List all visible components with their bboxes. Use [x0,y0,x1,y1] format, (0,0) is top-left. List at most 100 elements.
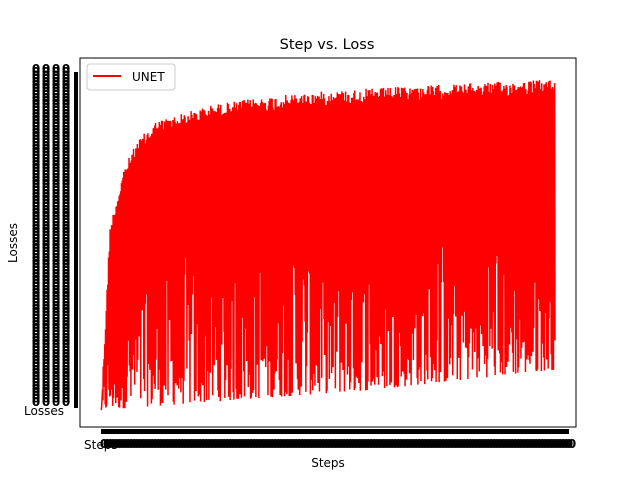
y-tick-label: 0 [32,139,40,153]
y-tick-label: 0 [52,302,60,316]
y-tick-label: 0 [52,379,60,393]
y-tick-label: 0 [42,190,50,204]
y-tick-label: 0 [42,200,50,214]
y-tick-label: 0 [52,155,60,169]
y-tick-label: 0 [32,260,40,274]
y-tick-label: 0 [52,350,60,364]
y-tick-label: 0 [52,238,60,252]
y-tick-label: 0 [52,308,60,322]
y-axis-label: Losses [6,223,20,263]
x-tick-label: 0 [259,437,267,451]
x-tick-label: 0 [379,437,387,451]
y-tick-label: 0 [32,388,40,402]
x-tick-label: 0 [559,437,567,451]
y-tick-label: 0 [62,222,70,236]
y-tick-label: 0 [62,315,70,329]
x-tick-label: 0 [127,437,135,451]
y-tick-label: 0 [42,116,50,130]
x-tick-label: 0 [433,437,441,451]
y-tick-label: 0 [42,84,50,98]
y-tick-label: 0 [52,324,60,338]
x-tick-label: 0 [523,437,531,451]
y-tick-label: 0 [62,110,70,124]
y-tick-label: 0 [52,148,60,162]
y-tick-label: 0 [62,324,70,338]
y-tick-label: 0 [32,219,40,233]
y-tick-label: 0 [42,248,50,262]
y-tick-label: 0 [52,296,60,310]
y-tick-label: 0 [42,72,50,86]
y-tick-label: 0 [42,392,50,406]
y-tick-label: 0 [32,68,40,82]
y-tick-label: 0 [62,209,70,223]
y-tick-label: 0 [62,161,70,175]
y-tick-label: 0 [52,372,60,386]
y-tick-label: 0 [52,136,60,150]
y-tick-label: 0 [32,145,40,159]
y-tick-label: 0 [42,203,50,217]
y-tick-label: 0 [42,97,50,111]
y-tick-label: 0 [52,100,60,114]
x-tick-label: 0 [319,437,327,451]
y-tick-label: 0 [62,136,70,150]
x-tick-label: 0 [301,437,309,451]
y-tick-label: 0 [52,65,60,79]
x-tick-label: 0 [142,437,150,451]
y-tick-label: 0 [42,228,50,242]
x-tick-label: 0 [544,437,552,451]
y-tick-label: 0 [42,145,50,159]
x-tick-label: 0 [316,437,324,451]
x-tick-label: 0 [136,437,144,451]
y-tick-label: 0 [62,91,70,105]
x-tick-label: 0 [562,437,570,451]
y-tick-label: 0 [32,321,40,335]
y-tick-label: 0 [42,318,50,332]
y-tick-label: 0 [62,142,70,156]
x-tick-label: 0 [340,437,348,451]
y-tick-label: 0 [62,107,70,121]
x-tick-label: 0 [460,437,468,451]
y-tick-label: 0 [52,334,60,348]
x-tick-label: 0 [253,437,261,451]
y-tick-label: 0 [42,161,50,175]
y-tick-label: 0 [42,344,50,358]
x-tick-label: 0 [406,437,414,451]
y-tick-label: 0 [32,177,40,191]
y-tick-label: 0 [32,366,40,380]
y-tick-label: 0 [42,100,50,114]
y-tick-label: 0 [42,235,50,249]
y-tick-label: 0 [42,164,50,178]
y-tick-label: 0 [62,376,70,390]
y-tick-label: 0 [52,203,60,217]
y-tick-label: 0 [42,363,50,377]
y-tick-label: 0 [62,148,70,162]
x-tick-label: 0 [508,437,516,451]
y-tick-label: 0 [42,328,50,342]
y-tick-label: 0 [32,180,40,194]
y-tick-label: 0 [52,216,60,230]
x-tick-label: 0 [190,437,198,451]
y-tick-label: 0 [52,152,60,166]
x-tick-label: 0 [157,437,165,451]
y-tick-label: 0 [52,62,60,76]
y-tick-label: 0 [52,321,60,335]
y-tick-label: 0 [52,344,60,358]
x-tick-label: 0 [205,437,213,451]
y-tick-label: 0 [52,376,60,390]
y-tick-label: 0 [42,254,50,268]
x-tick-label: 0 [169,437,177,451]
y-tick-label: 0 [52,72,60,86]
y-tick-label: 0 [42,155,50,169]
y-tick-label: 0 [32,228,40,242]
y-tick-label: 0 [52,363,60,377]
x-tick-label: 0 [409,437,417,451]
x-tick-label: 0 [349,437,357,451]
y-tick-label: 0 [62,267,70,281]
x-tick-label: 0 [388,437,396,451]
y-tick-label: 0 [52,104,60,118]
y-tick-label: 0 [42,174,50,188]
y-tick-label: 0 [52,232,60,246]
y-tick-label: 0 [32,75,40,89]
y-tick-label: 0 [52,280,60,294]
x-tick-label: 0 [178,437,186,451]
